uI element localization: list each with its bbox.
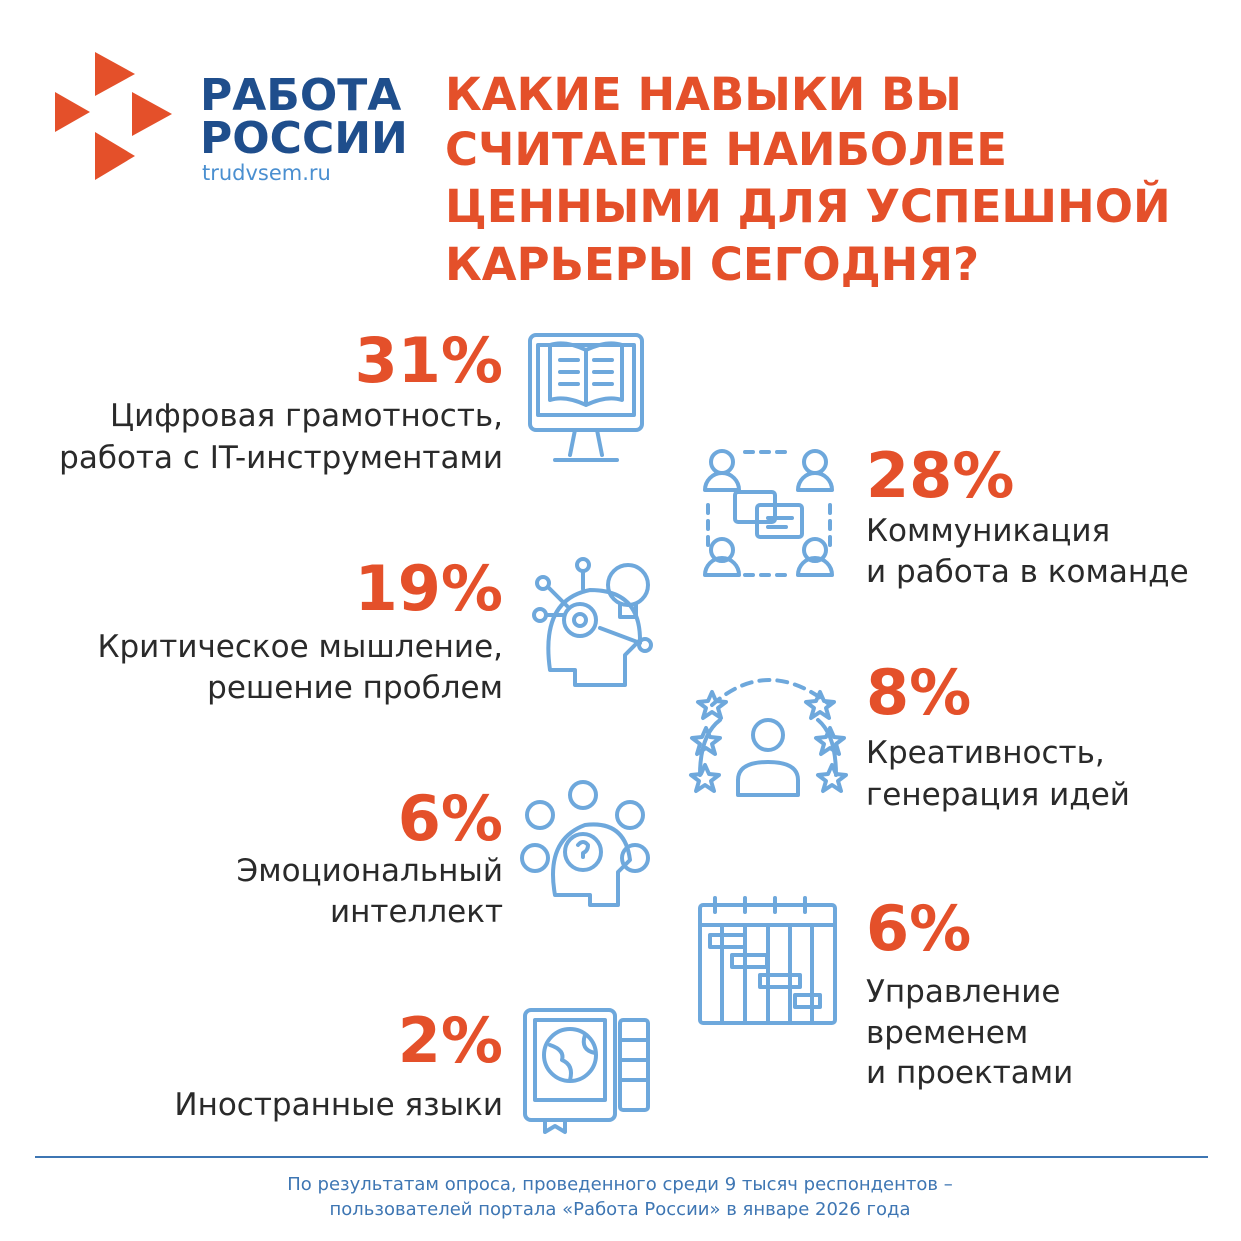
label: работа с IT-инструментами	[59, 440, 503, 476]
percent: 8%	[866, 656, 971, 729]
title: КАКИЕ НАВЫКИ ВЫ СЧИТАЕТЕ НАИБОЛЕЕ ЦЕННЫМ…	[445, 68, 1171, 291]
label: Эмоциональный	[237, 853, 503, 889]
logo-site: trudvsem.ru	[202, 161, 331, 185]
logo-mark	[55, 52, 172, 180]
left-column: 31% Цифровая грамотность, работа с IT-ин…	[59, 324, 503, 1123]
label: Цифровая грамотность,	[110, 398, 503, 434]
logo-text: РАБОТА	[200, 70, 401, 121]
title-line: КАКИЕ НАВЫКИ ВЫ	[445, 68, 962, 121]
logo-text: РОССИИ	[200, 113, 408, 164]
percent: 6%	[866, 892, 971, 965]
label: Управление	[866, 974, 1060, 1010]
icon-schedule	[698, 896, 837, 1025]
icon-languages	[523, 1008, 650, 1134]
label: Коммуникация	[866, 513, 1110, 549]
label: интеллект	[330, 894, 503, 930]
icon-creative	[689, 678, 848, 797]
title-line: ЦЕННЫМИ ДЛЯ УСПЕШНОЙ	[445, 180, 1171, 233]
percent: 31%	[355, 324, 503, 397]
label: Критическое мышление,	[97, 629, 503, 665]
label: решение проблем	[207, 670, 503, 706]
label: Креативность,	[866, 735, 1105, 771]
icon-computer	[528, 333, 644, 462]
label: временем	[866, 1015, 1028, 1051]
title-line: СЧИТАЕТЕ НАИБОЛЕЕ	[445, 123, 1007, 176]
percent: 2%	[398, 1004, 503, 1077]
label: и работа в команде	[866, 554, 1189, 590]
percent: 6%	[398, 782, 503, 855]
icon-team	[703, 449, 834, 577]
right-column: 28% Коммуникация и работа в команде 8% К…	[866, 439, 1189, 1091]
label: Иностранные языки	[174, 1087, 503, 1123]
icon-emotion	[520, 780, 650, 907]
title-line: КАРЬЕРЫ СЕГОДНЯ?	[445, 238, 979, 291]
percent: 28%	[866, 439, 1014, 512]
icon-head-gear	[532, 557, 653, 687]
label: генерация идей	[866, 777, 1130, 813]
percent: 19%	[355, 552, 503, 625]
label: и проектами	[866, 1055, 1073, 1091]
footnote: пользователей портала «Работа России» в …	[330, 1199, 911, 1220]
footnote: По результатам опроса, проведенного сред…	[287, 1174, 952, 1195]
